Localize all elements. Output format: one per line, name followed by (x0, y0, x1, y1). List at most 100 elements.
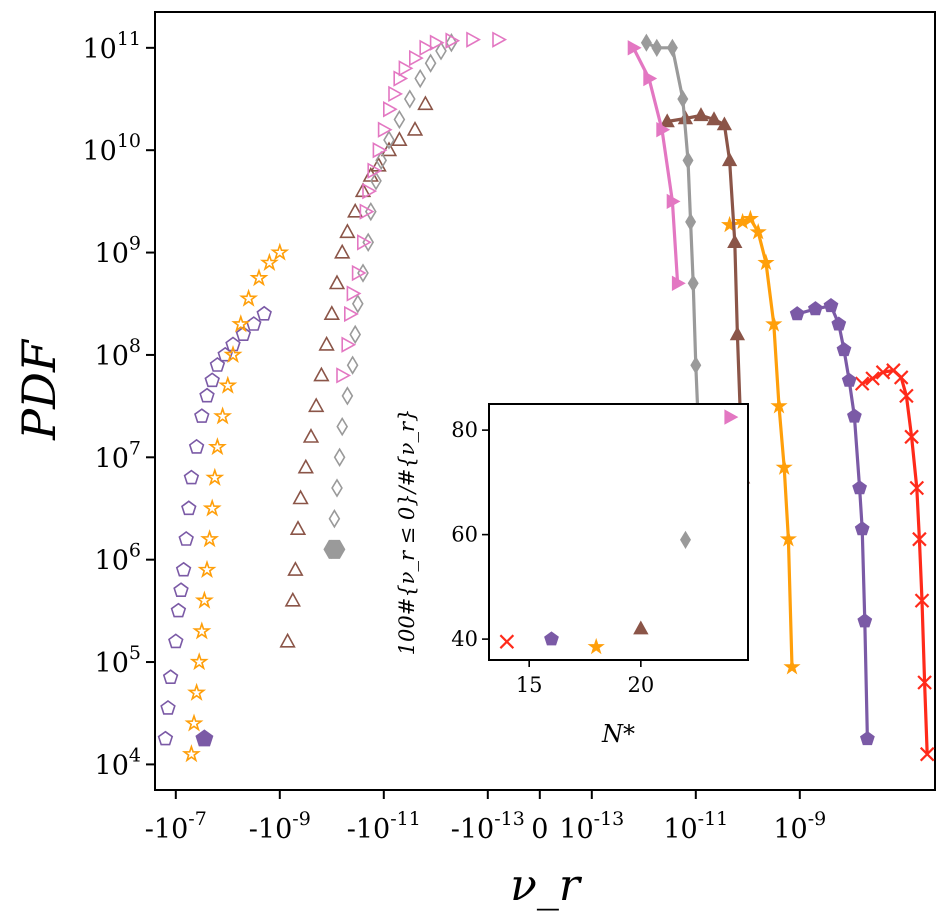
series-star (181, 209, 801, 763)
data-point-neg (205, 467, 225, 486)
data-point-neg (445, 32, 461, 49)
inset-point (587, 637, 605, 655)
inset-point (499, 634, 515, 649)
data-point-neg (351, 294, 364, 314)
data-point-neg (377, 121, 393, 138)
inset-x-title: N* (601, 720, 635, 748)
data-point-pos (651, 38, 663, 57)
data-point-pos (865, 371, 880, 386)
x-axis: -10-7 -10-9 -10-11 -10-13 0 10-13 10-11 10-9 (145, 790, 826, 845)
data-point-neg (406, 120, 424, 136)
data-point-neg (181, 744, 201, 763)
data-point-neg (393, 109, 406, 130)
inset-y-title: 100#{ν_r ≤ 0}/#{ν_r} (395, 409, 419, 656)
data-point-pos (677, 89, 689, 109)
data-point-neg (391, 131, 408, 146)
inset-point (680, 530, 691, 549)
data-point-pos (857, 613, 873, 628)
data-point-pos (727, 234, 743, 248)
data-point-pos (783, 658, 801, 675)
data-point-neg (370, 171, 382, 191)
series-line (861, 368, 929, 755)
series-pentagon (157, 297, 875, 746)
data-point-neg (382, 101, 398, 118)
data-point-pos (741, 209, 759, 227)
inset-y-tick-label: 60 (451, 523, 478, 547)
y-tick-label: 1010 (82, 130, 141, 167)
data-point-neg (200, 529, 220, 548)
data-point-neg (398, 60, 414, 77)
data-point-neg (199, 387, 215, 403)
y-axis-title: PDF (12, 338, 66, 441)
data-point-pos (671, 275, 686, 291)
x-tick-label: 10-9 (773, 808, 826, 845)
data-point-pos (904, 429, 919, 445)
data-point-neg (313, 366, 330, 382)
data-point-pos (765, 315, 783, 332)
inset-x-tick-label: 20 (627, 673, 654, 697)
data-point-neg (192, 621, 212, 640)
data-point-neg (178, 531, 194, 546)
data-point-pos (690, 356, 702, 375)
data-point-neg (372, 142, 388, 159)
data-point-neg (246, 316, 262, 331)
inset-chart: 15 20 40 60 80 N* 100#{ν_r ≤ 0}/#{ν_r} (395, 403, 749, 748)
data-point-neg (346, 355, 359, 375)
data-point-neg (202, 498, 222, 517)
data-point-neg (492, 31, 508, 48)
data-point-neg (328, 509, 341, 529)
data-point-neg (188, 438, 205, 454)
x-tick-label: 10-11 (663, 808, 728, 845)
y-tick-label: 107 (95, 437, 141, 474)
x-tick-label: -10-9 (249, 808, 311, 845)
data-point-pos (808, 301, 823, 316)
data-point-pos (919, 746, 935, 762)
data-point-neg (336, 367, 352, 384)
data-point-pos (627, 40, 642, 56)
x-tick-label: -10-7 (145, 808, 207, 845)
data-point-neg (160, 700, 176, 715)
data-point-pos (789, 306, 805, 321)
data-point-neg (173, 582, 189, 598)
data-point-neg (362, 182, 378, 200)
data-point-pos (687, 274, 699, 293)
data-point-neg (292, 489, 309, 505)
x-tick-label: -10-13 (451, 808, 525, 845)
data-point-pos (706, 111, 722, 126)
data-point-neg (388, 85, 404, 103)
data-point-pos (656, 122, 671, 138)
data-point-neg (333, 447, 346, 467)
data-point-pos (847, 408, 862, 423)
data-point-pos (685, 212, 697, 231)
y-tick-label: 104 (95, 744, 141, 781)
data-point-pos (775, 458, 793, 475)
data-point-neg (351, 264, 367, 282)
data-point-neg (231, 314, 251, 333)
data-point-neg (429, 34, 445, 51)
inset-point (633, 620, 649, 635)
data-point-neg (168, 633, 184, 649)
data-point-pos (716, 116, 733, 131)
data-point-neg (370, 156, 387, 172)
data-point-neg (223, 344, 243, 364)
data-point-neg (256, 305, 272, 321)
series-x (854, 363, 935, 762)
inset-point (544, 631, 559, 646)
data-point-neg (339, 223, 356, 239)
data-point-neg (157, 730, 174, 746)
data-point-pos (841, 372, 857, 387)
data-point-pos (854, 521, 870, 536)
data-point-neg (336, 416, 349, 437)
data-point-neg (341, 386, 354, 406)
data-point-neg (187, 682, 207, 701)
data-point-neg (359, 203, 375, 220)
data-point-pos (770, 396, 788, 414)
data-point-neg (297, 458, 314, 474)
series-layer (157, 31, 935, 763)
data-point-pos (693, 107, 709, 122)
data-point-pos (831, 316, 847, 331)
series-triangle-right (336, 31, 686, 384)
data-point-pos (729, 326, 746, 341)
data-point-neg (435, 41, 447, 61)
